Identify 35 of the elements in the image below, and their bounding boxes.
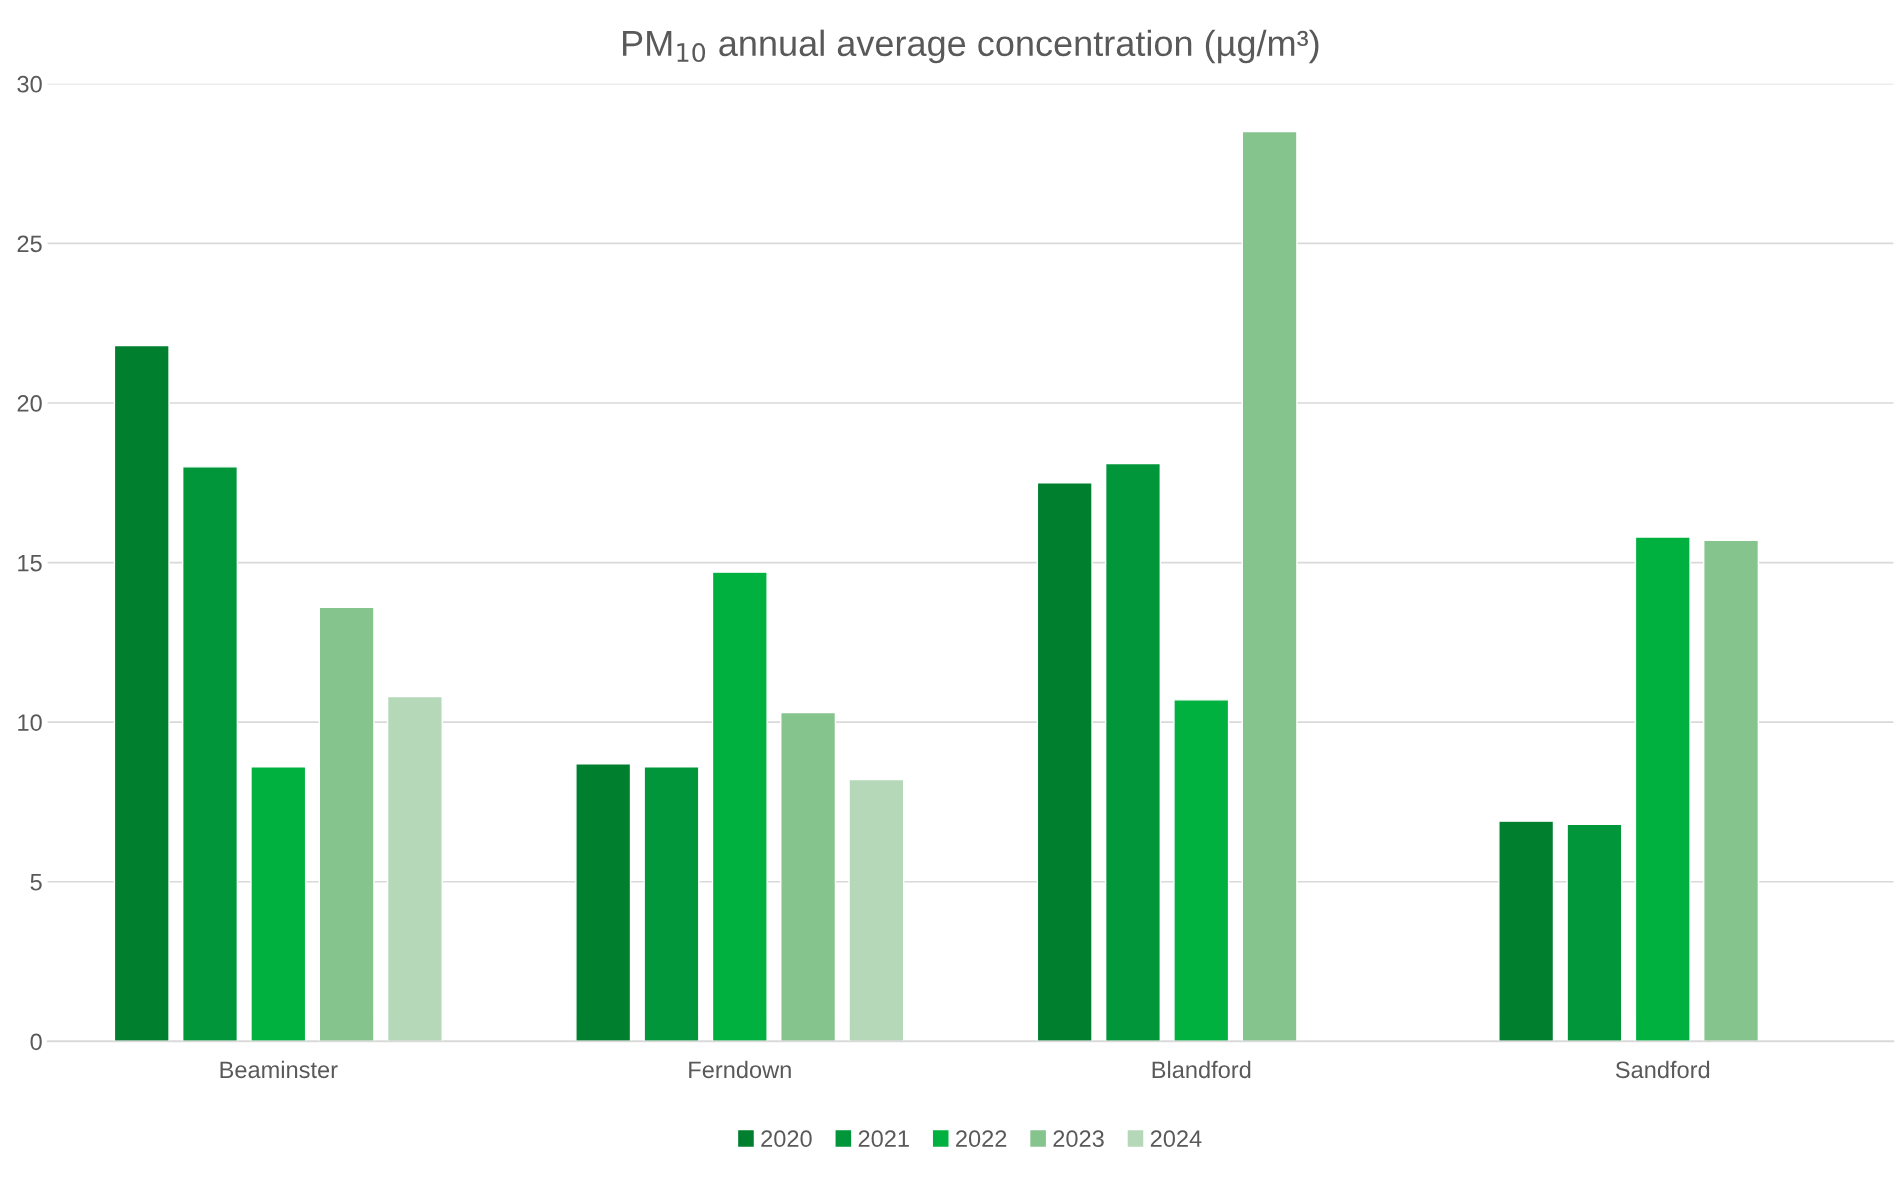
y-tick-label: 15 xyxy=(18,554,42,572)
bar xyxy=(386,695,443,1042)
bar xyxy=(318,606,375,1042)
x-tick-label: Ferndown xyxy=(689,1060,791,1079)
bar xyxy=(1241,130,1298,1042)
legend-label: 2021 xyxy=(858,1130,909,1148)
legend-label: 2024 xyxy=(1150,1130,1202,1148)
x-tick-label: Blandford xyxy=(1152,1060,1251,1079)
bar xyxy=(1036,482,1093,1042)
bar xyxy=(1104,462,1161,1042)
y-tick-label: 20 xyxy=(17,395,42,412)
bar xyxy=(575,762,632,1042)
bar xyxy=(643,766,700,1042)
bar xyxy=(1173,699,1230,1042)
y-tick-label: 5 xyxy=(30,874,42,891)
chart-title: PM$_{10}$ annual average concentration (µg/m³) xyxy=(623,29,1319,64)
bar xyxy=(182,466,239,1042)
bar xyxy=(780,711,837,1042)
bar xyxy=(1634,536,1691,1042)
y-tick-label: 0 xyxy=(30,1033,42,1051)
x-tick-label: Sandford xyxy=(1615,1060,1710,1079)
bar xyxy=(848,778,905,1042)
legend-label: 2020 xyxy=(761,1130,812,1148)
bar xyxy=(711,571,768,1042)
y-tick-label: 25 xyxy=(17,235,42,253)
bar xyxy=(1498,820,1555,1042)
bar xyxy=(1703,539,1760,1042)
legend-label: 2023 xyxy=(1053,1130,1104,1148)
y-tick-label: 30 xyxy=(17,75,42,93)
bar xyxy=(250,766,307,1042)
y-tick-label: 10 xyxy=(18,714,42,731)
bar xyxy=(113,344,170,1042)
legend-label: 2022 xyxy=(956,1130,1007,1148)
x-tick-label: Beaminster xyxy=(220,1060,338,1079)
bar xyxy=(1566,823,1623,1042)
